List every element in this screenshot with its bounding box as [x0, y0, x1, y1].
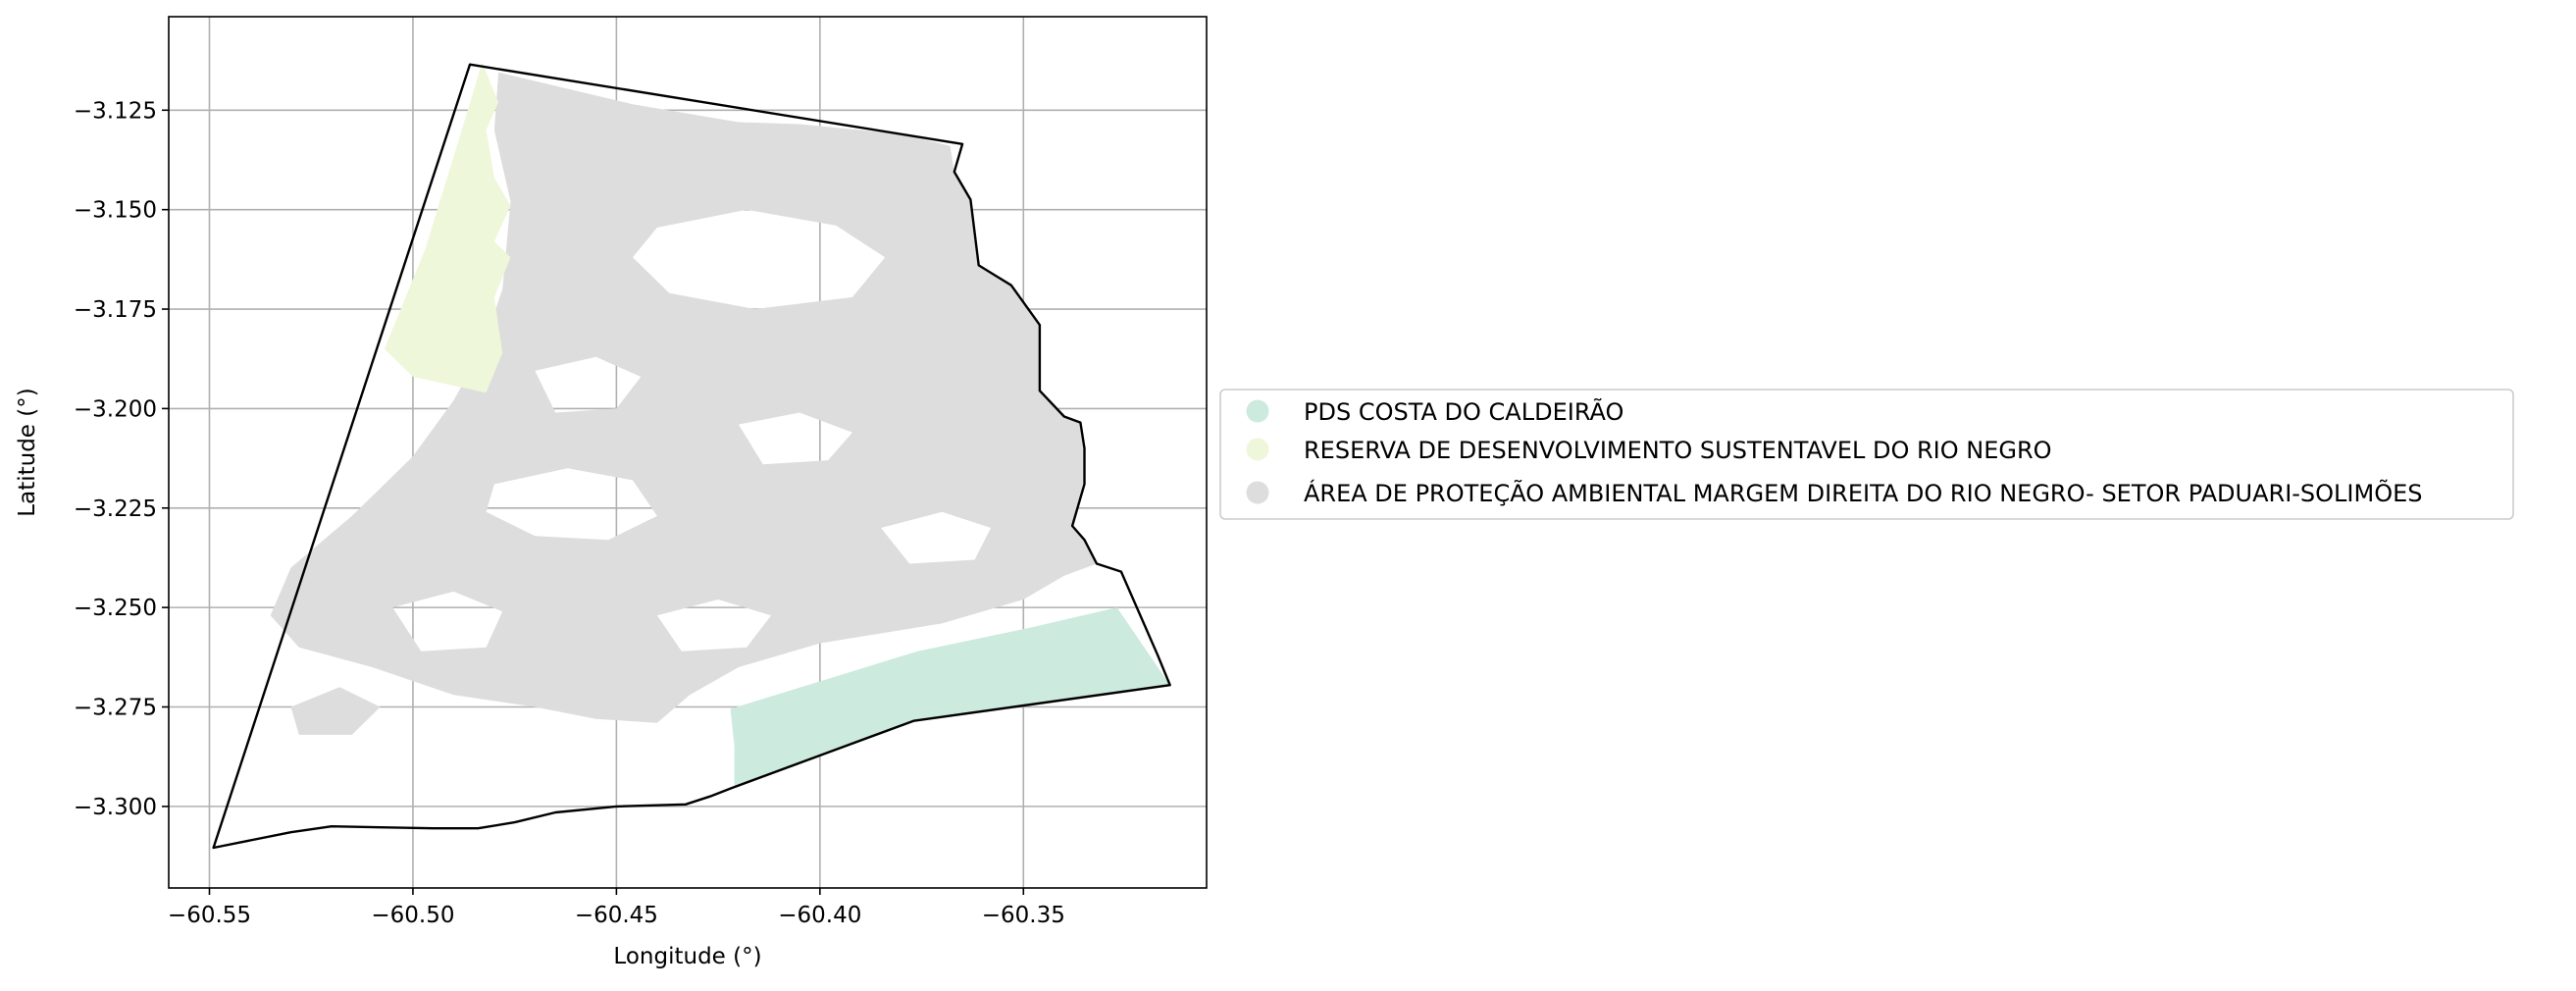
plot-frame	[168, 16, 1208, 889]
legend-marker-rds	[1246, 438, 1269, 461]
y-tick-label: −3.150	[74, 198, 157, 224]
x-tick-label: −60.40	[778, 903, 861, 928]
y-axis-ticks: −3.125 −3.150 −3.175 −3.200 −3.225 −3.250 −3.2…	[74, 98, 169, 820]
legend-marker-pds	[1246, 399, 1269, 423]
legend-box	[1219, 389, 2514, 520]
legend-item: RESERVA DE DESENVOLVIMENTO SUSTENTAVEL D…	[1246, 437, 2052, 464]
legend-label-rds: RESERVA DE DESENVOLVIMENTO SUSTENTAVEL D…	[1304, 437, 2052, 464]
x-tick-label: −60.35	[982, 903, 1065, 928]
y-tick-label: −3.125	[74, 98, 157, 124]
x-tick-label: −60.50	[371, 903, 454, 928]
legend-item: ÁREA DE PROTEÇÃO AMBIENTAL MARGEM DIREIT…	[1246, 478, 2423, 507]
legend-label-apa: ÁREA DE PROTEÇÃO AMBIENTAL MARGEM DIREIT…	[1304, 478, 2423, 507]
y-tick-label: −3.225	[74, 496, 157, 522]
y-tick-label: −3.250	[74, 596, 157, 621]
y-axis-label: Latitude (°)	[15, 388, 40, 516]
x-tick-label: −60.55	[168, 903, 251, 928]
legend-label-pds: PDS COSTA DO CALDEIRÃO	[1304, 396, 1623, 426]
y-tick-label: −3.300	[74, 795, 157, 820]
map-layers	[212, 62, 1171, 850]
y-tick-label: −3.275	[74, 696, 157, 721]
rds-region	[384, 62, 511, 393]
x-axis-label: Longitude (°)	[613, 944, 761, 969]
legend-marker-apa	[1246, 481, 1269, 504]
municipality-boundary	[212, 63, 1171, 850]
pds-region	[730, 607, 1170, 787]
legend: PDS COSTA DO CALDEIRÃO RESERVA DE DESENV…	[1219, 389, 2514, 520]
x-tick-label: −60.45	[575, 903, 658, 928]
y-tick-label: −3.200	[74, 396, 157, 422]
x-axis-ticks: −60.55 −60.50 −60.45 −60.40 −60.35	[168, 888, 1065, 928]
legend-item: PDS COSTA DO CALDEIRÃO	[1246, 396, 1623, 426]
apa-region	[270, 72, 1097, 735]
y-tick-label: −3.175	[74, 297, 157, 323]
